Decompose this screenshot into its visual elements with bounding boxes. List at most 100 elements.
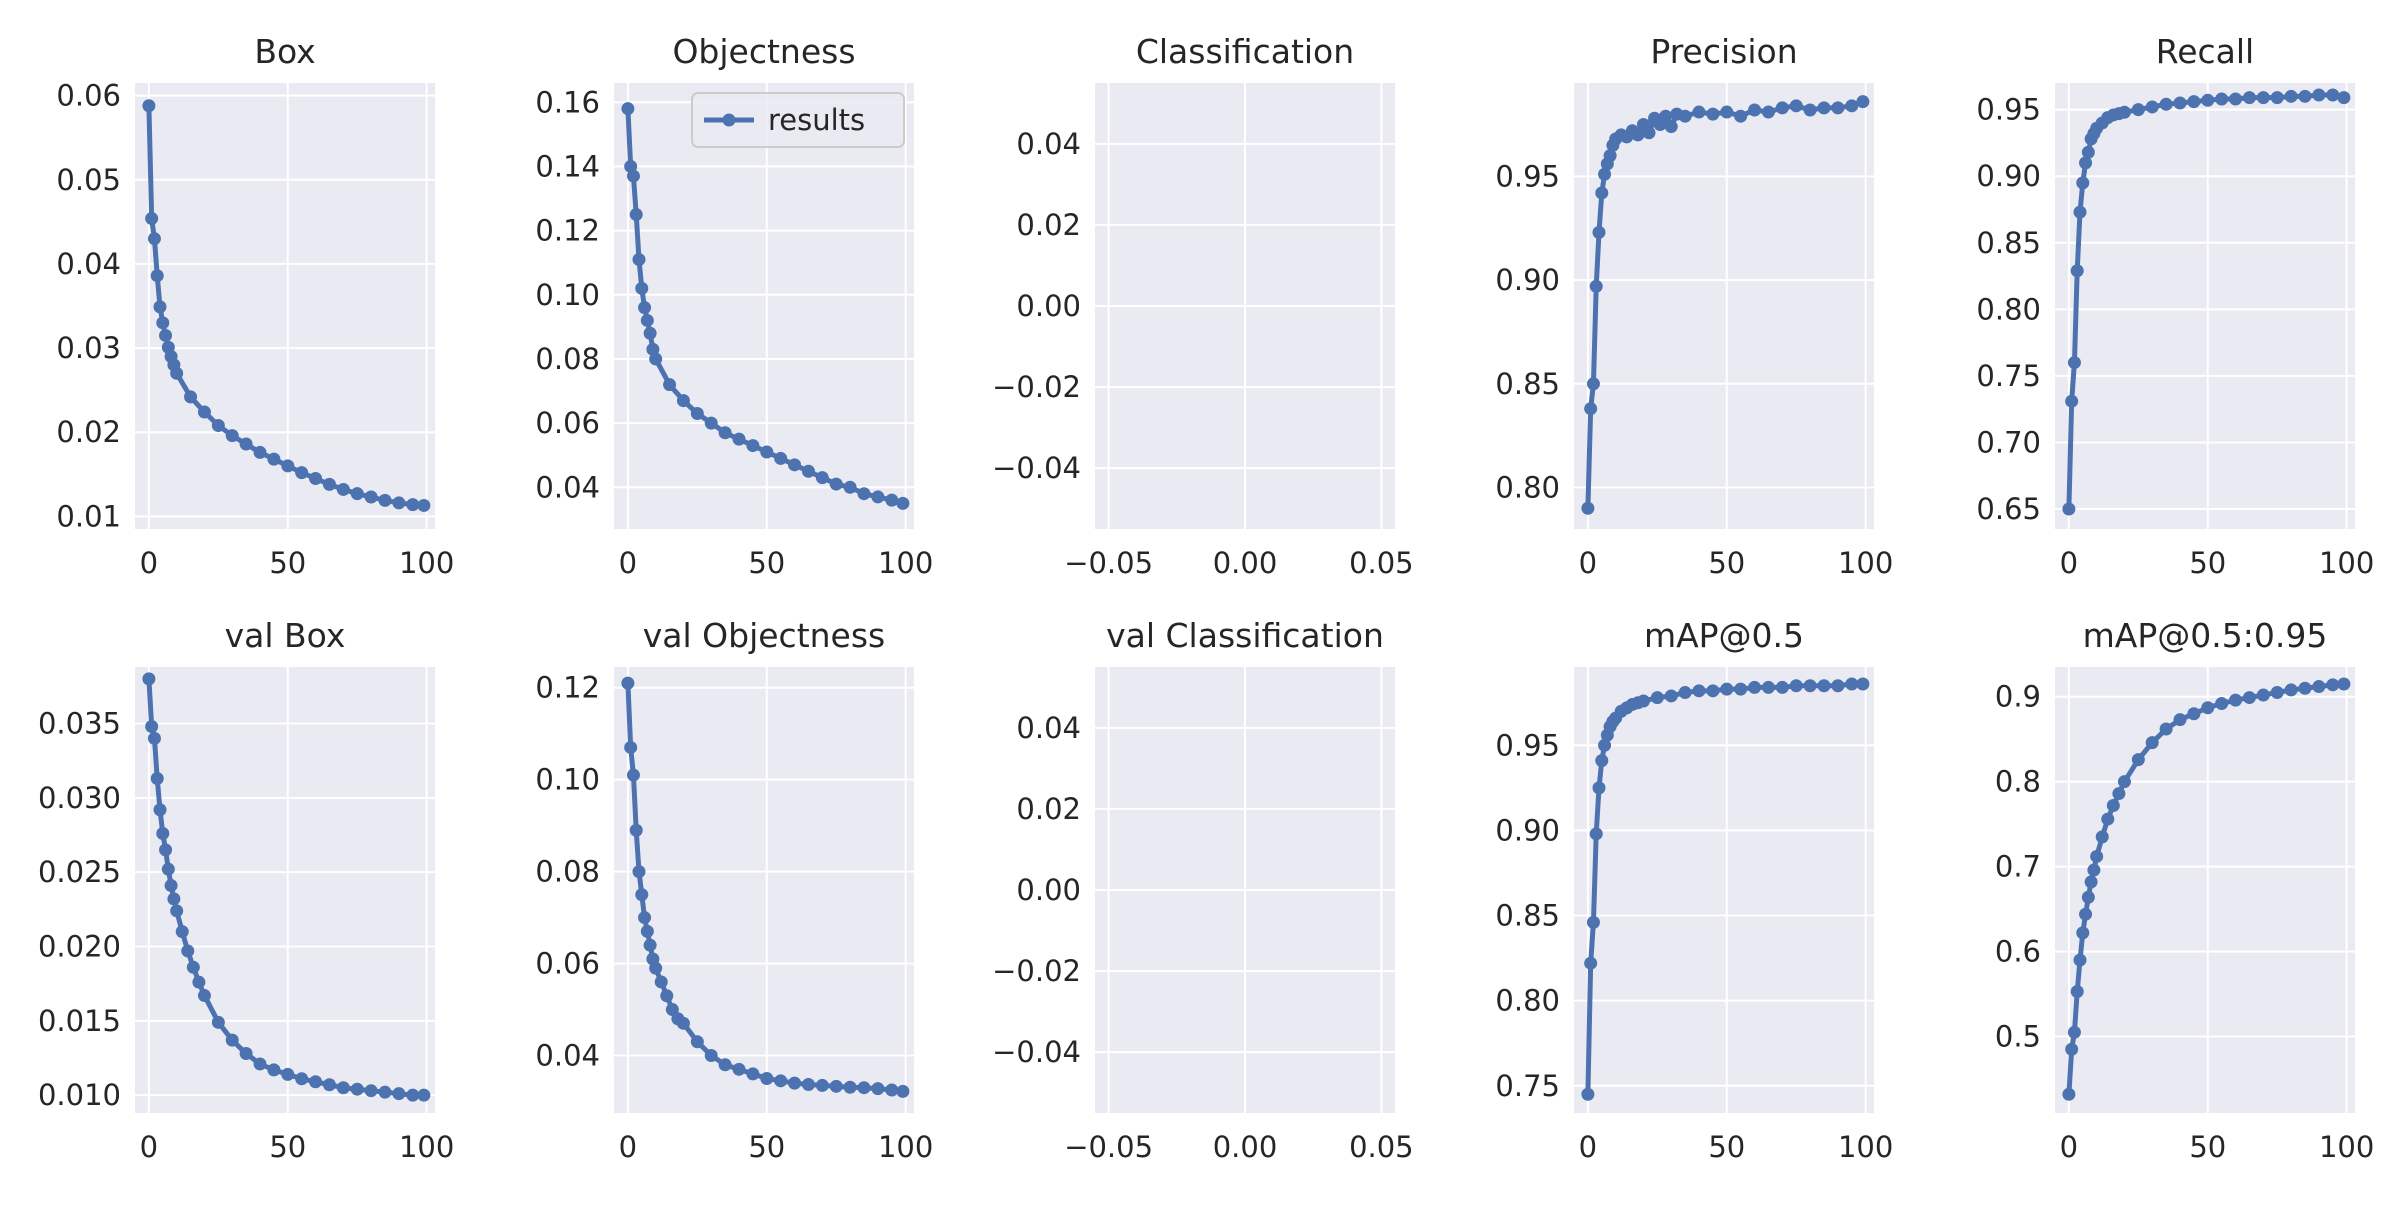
data-point [801,464,815,478]
data-point [788,458,802,472]
data-point [2117,775,2131,789]
data-point [1706,684,1720,698]
data-point [621,102,635,116]
data-point [1817,101,1831,115]
data-point [2256,688,2270,702]
chart-title: Objectness [672,32,855,71]
data-point [2242,91,2256,105]
y-tick-label: 0.04 [56,247,121,281]
plot-area [2055,667,2355,1113]
data-point [1692,105,1706,119]
y-tick-label: 0.90 [1495,263,1560,297]
data-point [2337,91,2351,105]
y-tick-label: 0.8 [1995,765,2041,799]
data-point [145,211,159,225]
legend-box [691,92,905,148]
data-point [159,328,173,342]
data-point [239,437,253,451]
data-point [153,803,167,817]
data-point [1678,686,1692,700]
data-point [225,429,239,443]
x-tick-label: 50 [1708,546,1745,580]
y-tick-label: 0.08 [535,342,600,376]
data-point [336,1081,350,1095]
data-point [635,888,649,902]
y-tick-label: 0.80 [1495,471,1560,505]
data-point [2112,787,2126,801]
y-tick-label: 0.9 [1995,680,2041,714]
x-tick-label: 100 [399,1130,454,1164]
data-point [378,1085,392,1099]
chart-title: Box [254,32,315,71]
data-point [801,1077,815,1091]
data-point [281,459,295,473]
data-point [164,879,178,893]
x-tick-label: 100 [878,1130,933,1164]
data-point [2326,88,2340,102]
x-tick-label: −0.05 [1064,1130,1153,1164]
x-tick-label: 0 [2060,1130,2078,1164]
data-point [406,1088,420,1102]
data-point [2159,97,2173,111]
data-point [640,313,654,327]
x-tick-label: 50 [269,546,306,580]
x-tick-label: 100 [878,546,933,580]
data-point [406,498,420,512]
data-point [857,1081,871,1095]
y-tick-label: 0.75 [1495,1069,1560,1103]
data-point [1650,691,1664,705]
y-tick-label: 0.95 [1495,728,1560,762]
data-point [760,1072,774,1086]
y-tick-label: 0.85 [1495,367,1560,401]
data-point [1761,680,1775,694]
data-point [638,301,652,315]
x-tick-label: 50 [269,1130,306,1164]
data-point [746,1067,760,1081]
y-tick-label: 0.70 [1976,425,2041,459]
y-tick-label: 0.6 [1995,935,2041,969]
y-tick-label: 0.65 [1976,492,2041,526]
chart-val-classification: −0.04 −0.02 0.00 0.02 0.04 −0.05 0.00 0.05 val C… [992,616,1414,1164]
data-point [1856,95,1870,109]
data-point [1748,103,1762,117]
data-point [2312,88,2326,102]
chart-title: mAP@0.5 [1644,616,1804,655]
data-point [2256,91,2270,105]
data-point [150,772,164,785]
data-point [225,1033,239,1047]
data-point [629,823,643,837]
y-tick-label: 0.03 [56,331,121,365]
y-tick-label: 0.06 [535,406,600,440]
plot-area [1574,667,1874,1113]
data-point [2284,683,2298,697]
data-point [309,1075,323,1089]
data-point [2173,713,2187,727]
data-point [2312,680,2326,694]
data-point [1592,225,1606,239]
y-tick-label: 0.12 [535,671,600,705]
data-point [1831,101,1845,115]
data-point [2187,95,2201,109]
data-point [392,1087,406,1101]
x-tick-label: 0.00 [1213,546,1278,580]
data-point [676,1016,690,1030]
plot-area [614,83,914,529]
data-point [635,281,649,295]
plot-area [614,667,914,1113]
data-point [322,1078,336,1092]
data-point [676,394,690,408]
data-point [2229,92,2243,106]
plot-area [135,667,435,1113]
data-point [159,843,173,857]
data-point [857,487,871,501]
y-tick-label: 0.10 [535,278,600,312]
x-tick-label: 100 [399,546,454,580]
data-point [2242,691,2256,705]
data-point [1595,754,1609,768]
data-point [629,208,643,222]
data-point [2065,394,2079,408]
data-point [295,466,309,480]
data-point [1631,128,1645,142]
chart-title: Precision [1650,32,1797,71]
